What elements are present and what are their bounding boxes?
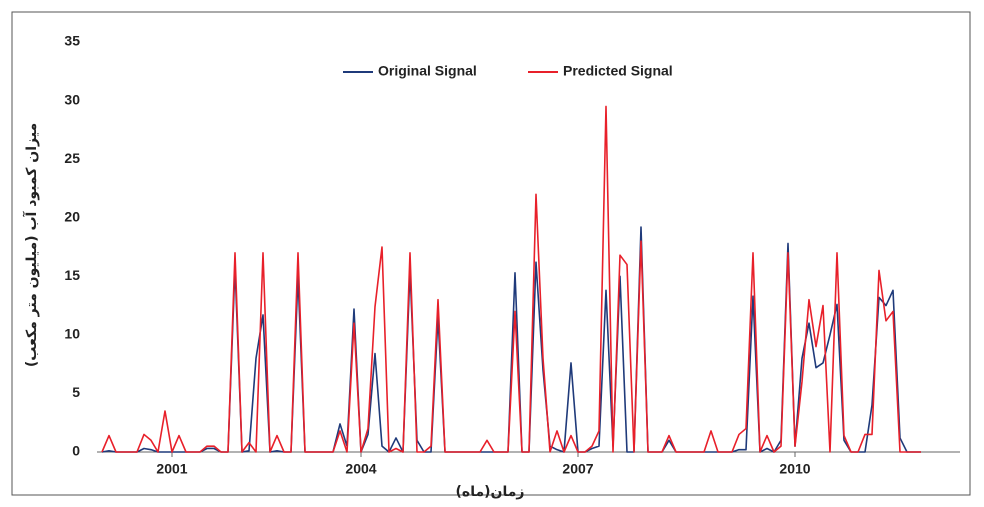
y-tick-label: 35 [64, 33, 80, 49]
y-tick-label: 25 [64, 150, 80, 166]
y-tick-label: 5 [72, 384, 80, 400]
y-tick-label: 20 [64, 208, 80, 224]
x-axis-label: زمان(ماه) [456, 484, 525, 500]
series-line [101, 105, 921, 453]
y-tick-label: 15 [64, 267, 80, 283]
x-tick-label: 2010 [779, 461, 810, 477]
x-tick-label: 2007 [562, 461, 593, 477]
legend-label: Predicted Signal [563, 63, 673, 79]
legend-label: Original Signal [378, 63, 477, 79]
y-tick-label: 0 [72, 443, 80, 459]
x-tick-label: 2001 [156, 461, 187, 477]
y-tick-label: 10 [64, 326, 80, 342]
y-tick-label: 30 [64, 91, 80, 107]
frame [11, 11, 971, 496]
x-tick-label: 2004 [345, 461, 376, 477]
y-axis-label: میزان کمبود آب (میلیون متر مکعب) [22, 123, 40, 367]
